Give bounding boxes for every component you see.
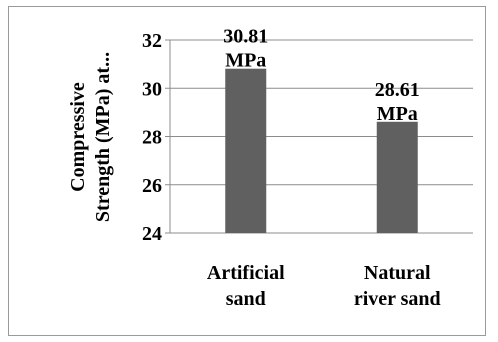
y-tick-label: 32 bbox=[142, 30, 162, 52]
y-axis-title-text: Compressive Strength (MPa) at... bbox=[67, 52, 114, 222]
y-tick-labels: 24 26 28 30 32 bbox=[142, 30, 162, 245]
category-label-line: Artificial bbox=[207, 262, 285, 284]
category-label-line: river sand bbox=[354, 288, 441, 310]
category-label: Artificial sand bbox=[207, 262, 285, 310]
data-label-line: 28.61 bbox=[375, 79, 420, 101]
data-label: 30.81 MPa bbox=[223, 26, 268, 72]
bar bbox=[225, 68, 267, 234]
data-label: 28.61 MPa bbox=[375, 79, 420, 125]
y-tick-label: 28 bbox=[142, 127, 162, 149]
category-label-line: Natural bbox=[364, 262, 431, 284]
y-tick-label: 24 bbox=[142, 223, 162, 245]
bar bbox=[376, 121, 418, 233]
y-axis-title-line: Compressive bbox=[67, 82, 89, 192]
data-label-line: MPa bbox=[377, 103, 418, 125]
y-axis-title: Compressive Strength (MPa) at... bbox=[67, 52, 114, 222]
category-label-line: sand bbox=[226, 288, 266, 310]
y-tick-label: 26 bbox=[142, 175, 162, 197]
category-labels: Artificial sand Natural river sand bbox=[207, 262, 441, 310]
data-label-line: 30.81 bbox=[223, 26, 268, 48]
category-label: Natural river sand bbox=[354, 262, 441, 310]
gridlines bbox=[165, 39, 473, 234]
bars bbox=[225, 68, 418, 234]
y-axis-title-line: Strength (MPa) at... bbox=[92, 52, 114, 222]
y-tick-label: 30 bbox=[142, 78, 162, 100]
data-label-line: MPa bbox=[225, 50, 266, 72]
